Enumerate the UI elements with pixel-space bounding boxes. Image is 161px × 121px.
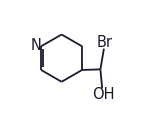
Text: N: N [31,38,42,53]
Text: Br: Br [97,35,113,50]
Text: OH: OH [92,87,115,102]
